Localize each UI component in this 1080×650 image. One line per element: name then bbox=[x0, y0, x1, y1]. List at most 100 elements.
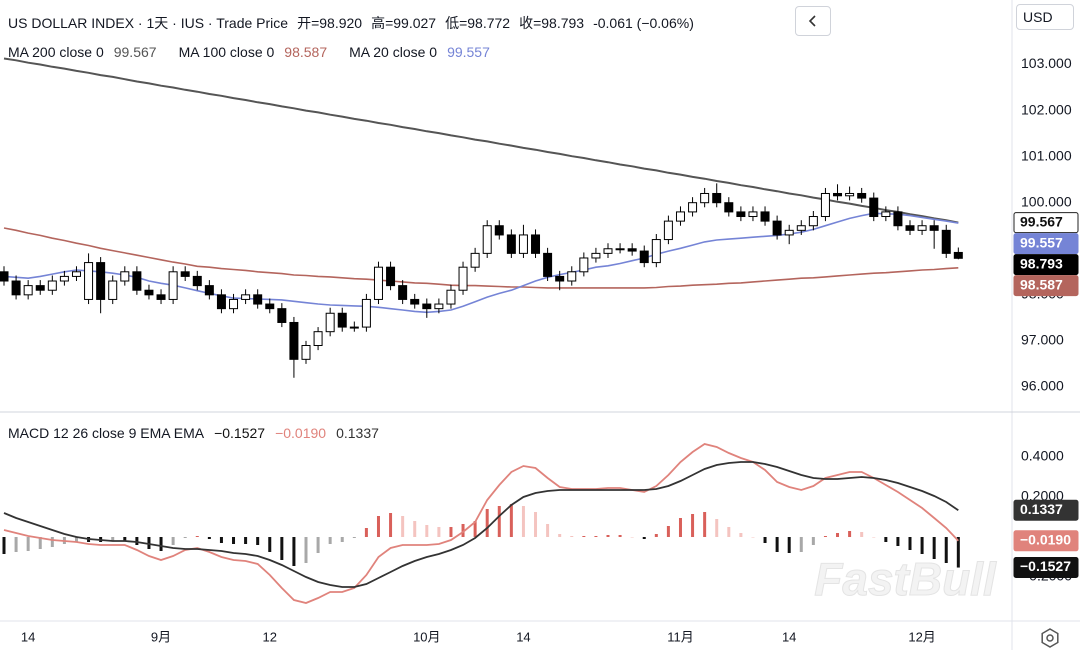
histogram-bar bbox=[485, 509, 489, 537]
candle-body bbox=[615, 248, 625, 251]
price-badge-label: 0.1337 bbox=[1020, 501, 1063, 517]
candle-body bbox=[192, 275, 202, 287]
price-badge bbox=[1013, 275, 1079, 297]
candle-body bbox=[929, 225, 939, 231]
candle-body bbox=[820, 192, 830, 218]
histogram-bar bbox=[666, 526, 670, 537]
close-label: 收=98.793 bbox=[519, 15, 585, 31]
histogram-bar bbox=[111, 537, 115, 541]
histogram-bar bbox=[570, 536, 574, 537]
watermark: FastBull bbox=[814, 553, 997, 605]
settings-icon-center bbox=[1046, 634, 1054, 642]
price-badge bbox=[1013, 212, 1079, 234]
collapse-button[interactable] bbox=[795, 6, 831, 36]
candle-body bbox=[663, 220, 673, 241]
histogram-bar bbox=[944, 537, 948, 563]
histogram-bar bbox=[449, 527, 453, 537]
candle-body bbox=[229, 298, 239, 310]
histogram-bar bbox=[376, 516, 380, 537]
candle-body bbox=[869, 197, 879, 218]
low-label: 低=98.772 bbox=[445, 15, 511, 31]
candle-body bbox=[760, 211, 770, 222]
candle-body bbox=[337, 312, 347, 328]
histogram-bar bbox=[884, 537, 888, 542]
legend-item: MA 100 close 0 98.587 bbox=[179, 44, 328, 60]
histogram-bar bbox=[872, 537, 876, 538]
histogram-bar bbox=[244, 537, 248, 544]
histogram-bar bbox=[956, 537, 960, 568]
legend-value: 99.567 bbox=[113, 44, 157, 60]
histogram-bar bbox=[606, 535, 610, 537]
legend-value: 0.1337 bbox=[336, 425, 379, 441]
candle-body bbox=[204, 285, 214, 296]
histogram-bar bbox=[497, 506, 501, 537]
price-badge-label: 99.557 bbox=[1020, 234, 1063, 250]
candle-body bbox=[301, 345, 311, 360]
histogram-bar bbox=[38, 537, 42, 549]
candle-body bbox=[241, 294, 251, 300]
chevron-icon bbox=[808, 15, 816, 27]
settings-button[interactable] bbox=[1041, 628, 1059, 648]
histogram-bar bbox=[207, 537, 211, 539]
price-badge bbox=[1013, 557, 1079, 579]
candle-body bbox=[675, 211, 685, 222]
histogram-bar bbox=[304, 537, 308, 563]
candle-body bbox=[180, 271, 190, 277]
legend-name: MA 100 close 0 bbox=[178, 44, 275, 60]
price-badge-label: 98.587 bbox=[1020, 276, 1063, 292]
indicator-line bbox=[3, 461, 959, 588]
macd-title: MACD 12 26 close 9 EMA EMA bbox=[8, 425, 205, 441]
candle-body bbox=[724, 202, 734, 213]
legend-name: MA 200 close 0 bbox=[8, 44, 104, 60]
candle-body bbox=[482, 225, 492, 254]
candle-body bbox=[639, 250, 649, 264]
candle-body bbox=[373, 266, 383, 300]
histogram-bar bbox=[389, 513, 393, 537]
y-tick-label: 102.000 bbox=[1021, 101, 1072, 117]
histogram-bar bbox=[534, 512, 538, 537]
indicator-line bbox=[3, 227, 959, 289]
candle-body bbox=[59, 275, 69, 282]
histogram-bar bbox=[26, 537, 30, 551]
histogram-bar bbox=[219, 537, 223, 543]
y-tick-label: 0.2000 bbox=[1021, 488, 1064, 504]
candle-body bbox=[446, 289, 456, 305]
legend-value: 99.557 bbox=[447, 44, 490, 60]
ma-legend: MA 200 close 0 99.567 MA 100 close 0 98.587… bbox=[8, 44, 490, 60]
histogram-bar bbox=[509, 504, 513, 537]
x-tick-label: 12月 bbox=[908, 629, 935, 644]
candle-body bbox=[410, 298, 420, 305]
legend-item: MA 20 close 0 99.557 bbox=[349, 44, 490, 60]
candle-body bbox=[567, 271, 577, 282]
candle-body bbox=[494, 225, 504, 236]
candle-body bbox=[470, 252, 480, 268]
candle-body bbox=[772, 220, 782, 236]
price-badge-label: 99.567 bbox=[1020, 213, 1063, 229]
histogram-bar bbox=[678, 518, 682, 537]
symbol-title: US DOLLAR INDEX · 1天 · IUS · Trade Price bbox=[8, 15, 289, 31]
histogram-bar bbox=[727, 527, 731, 537]
candle-body bbox=[688, 202, 698, 213]
histogram-bar bbox=[799, 537, 803, 552]
candle-body bbox=[531, 234, 541, 254]
histogram-bar bbox=[50, 537, 54, 547]
candle-body bbox=[857, 192, 867, 199]
currency-dropdown[interactable]: USD bbox=[1016, 4, 1074, 30]
histogram-bar bbox=[316, 537, 320, 553]
candle-body bbox=[627, 248, 637, 252]
candle-body bbox=[386, 266, 396, 287]
candle-body bbox=[23, 285, 33, 296]
histogram-bar bbox=[823, 536, 827, 537]
candle-body bbox=[253, 294, 263, 305]
candle-body bbox=[216, 294, 226, 310]
candle-body bbox=[579, 257, 589, 273]
candle-body bbox=[506, 234, 516, 254]
candle-body bbox=[313, 331, 323, 347]
candle-body bbox=[11, 280, 21, 296]
histogram-bar bbox=[2, 537, 6, 554]
histogram-bar bbox=[787, 537, 791, 553]
histogram-bar bbox=[183, 537, 187, 538]
candle-body bbox=[784, 229, 794, 236]
candle-body bbox=[349, 326, 359, 329]
y-tick-label: 103.000 bbox=[1021, 55, 1072, 71]
